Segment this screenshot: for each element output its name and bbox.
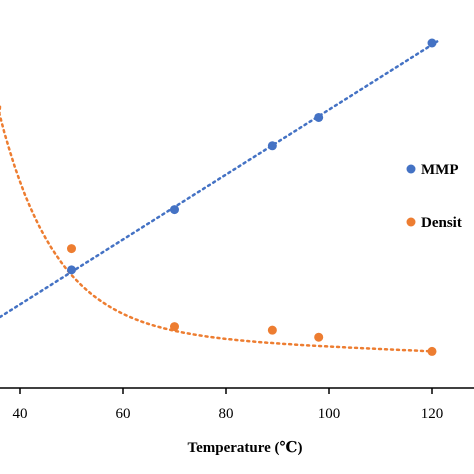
legend-label-density: Densit <box>421 215 462 231</box>
mmp-data-point <box>267 141 277 151</box>
mmp-data-point <box>314 112 324 122</box>
density-data-point <box>170 322 179 332</box>
trendlines <box>0 40 439 353</box>
mmp-data-point <box>427 38 437 48</box>
x-tick-label: 60 <box>116 406 131 422</box>
x-tick-label: 100 <box>318 406 341 422</box>
x-tick-label: 40 <box>13 406 28 422</box>
density-data-point <box>314 332 324 342</box>
x-tick-label: 80 <box>219 406 234 422</box>
density-trendline <box>0 105 434 353</box>
plot-area: 40 60 80 100 120 <box>0 38 474 422</box>
mmp-data-point <box>67 265 76 275</box>
legend: MMP Densit <box>406 162 462 231</box>
legend-marker-mmp <box>406 164 416 174</box>
mmp-trendline <box>0 40 439 319</box>
mmp-data-point <box>170 205 179 215</box>
x-axis-ticks: 40 60 80 100 120 <box>13 388 444 422</box>
legend-marker-density <box>406 217 416 227</box>
legend-label-mmp: MMP <box>421 162 458 178</box>
x-tick-label: 120 <box>421 406 444 422</box>
density-data-point <box>267 325 277 335</box>
x-axis-title: Temperature (℃) <box>187 440 302 456</box>
density-data-point <box>427 346 437 356</box>
density-data-point <box>67 244 76 254</box>
data-points <box>67 38 437 356</box>
